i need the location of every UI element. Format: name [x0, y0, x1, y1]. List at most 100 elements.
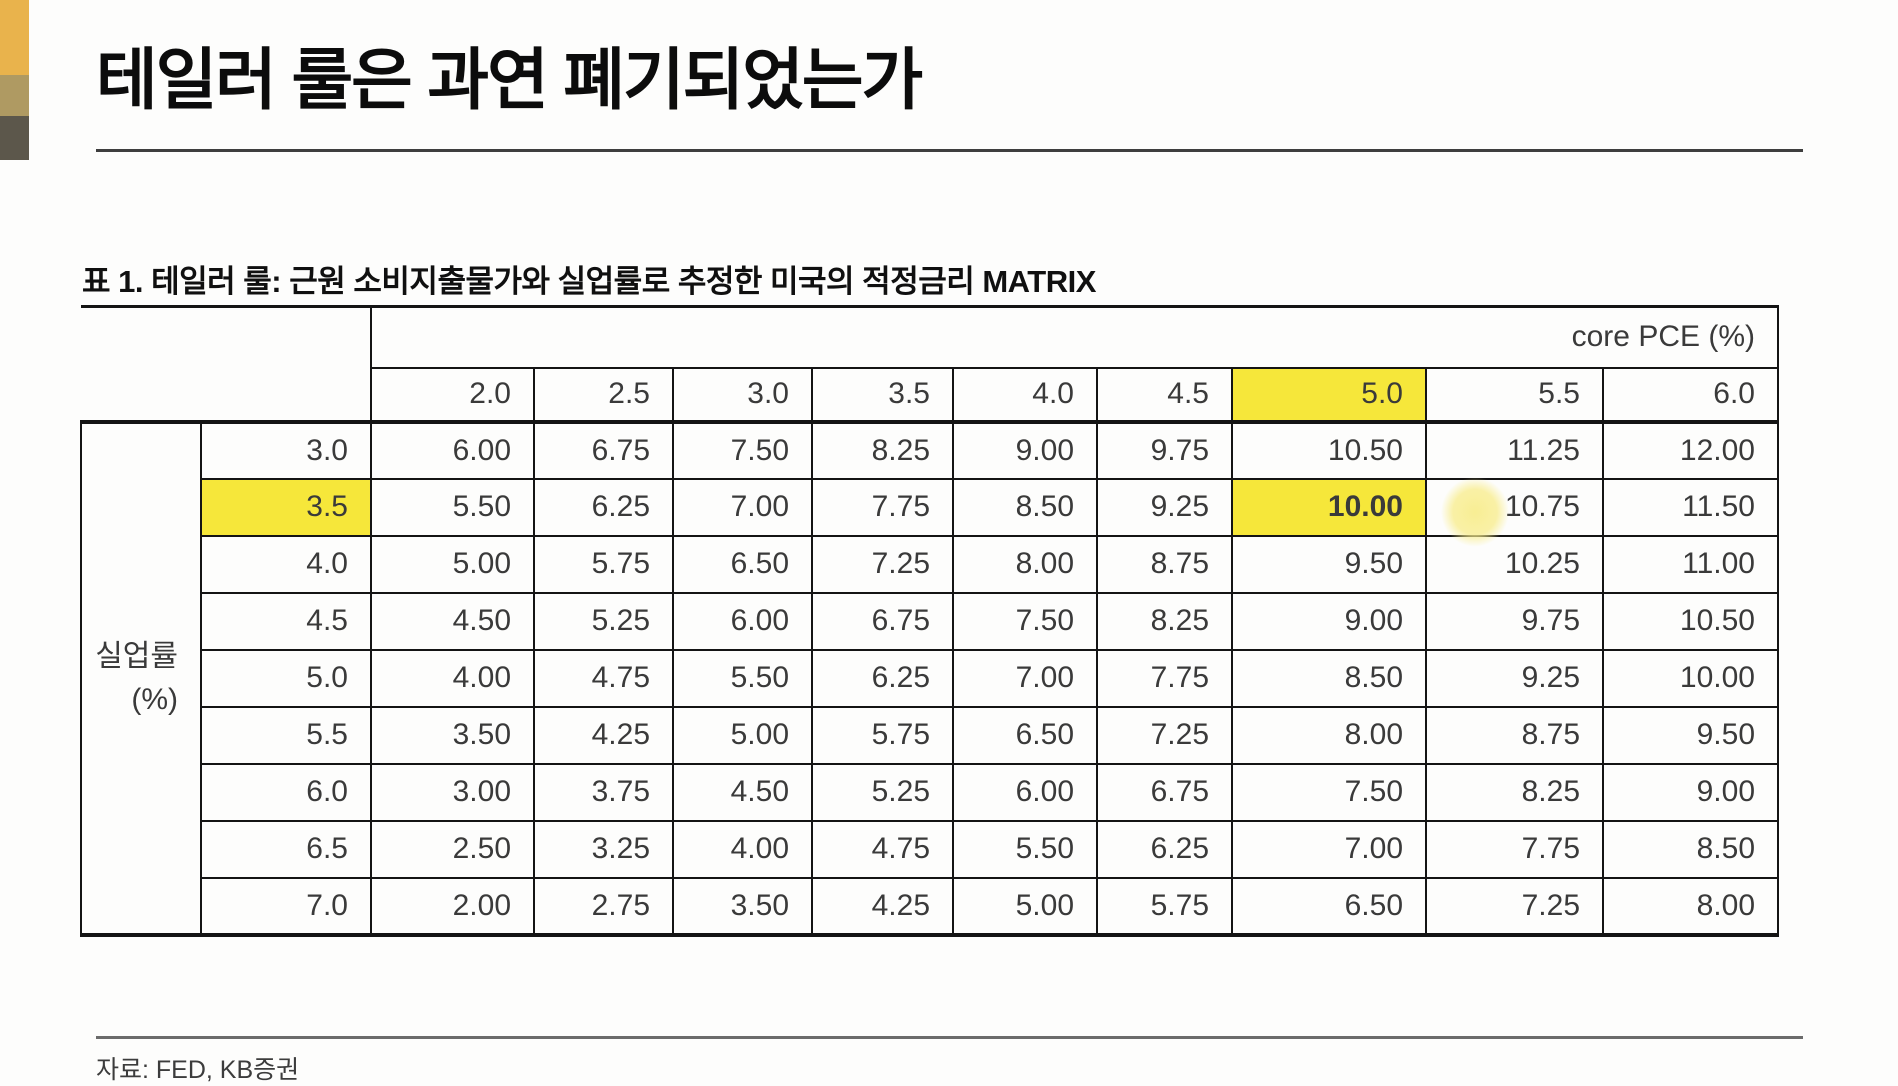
column-header-cell: 2.5 — [533, 366, 674, 424]
matrix-row: 6.0 3.00 3.75 4.50 5.25 6.00 6.75 7.50 8.25 9.00 — [81, 762, 1779, 822]
rate-matrix-table-wrap: core PCE (%) 2.0 2.5 3.0 3.5 4.0 4.5 5.0 5.5 6.0… — [80, 305, 1779, 937]
matrix-cell: 4.00 — [370, 648, 535, 708]
footer-divider — [96, 1036, 1803, 1039]
matrix-cell: 6.00 — [952, 762, 1098, 822]
matrix-cell: 4.50 — [370, 591, 535, 651]
matrix-cell: 3.00 — [370, 762, 535, 822]
matrix-cell: 7.00 — [1231, 819, 1427, 879]
row-header-cell: 4.5 — [200, 591, 372, 651]
matrix-cell: 11.50 — [1602, 477, 1779, 537]
accent-bar-segment-yellow — [0, 0, 29, 75]
matrix-cell: 5.75 — [811, 705, 954, 765]
matrix-cell: 7.25 — [1425, 876, 1604, 937]
matrix-cell: 2.50 — [370, 819, 535, 879]
accent-bar-segment-tan — [0, 75, 29, 116]
unemployment-group-label-line: 실업률 — [95, 639, 178, 673]
matrix-cell: 9.00 — [1231, 591, 1427, 651]
matrix-cell: 8.25 — [1096, 591, 1233, 651]
matrix-cell: 11.25 — [1425, 420, 1604, 480]
row-header-cell: 6.5 — [200, 819, 372, 879]
matrix-cell: 8.25 — [1425, 762, 1604, 822]
matrix-cell: 9.00 — [1602, 762, 1779, 822]
row-header-cell: 3.0 — [200, 420, 372, 480]
matrix-cell: 7.25 — [1096, 705, 1233, 765]
row-header-cell: 5.5 — [200, 705, 372, 765]
matrix-cell: 8.00 — [1602, 876, 1779, 937]
unemployment-group-label: 실업률 (%) — [80, 421, 202, 937]
matrix-cell: 2.75 — [533, 876, 674, 937]
matrix-cell: 8.50 — [1602, 819, 1779, 879]
matrix-cell: 4.75 — [811, 819, 954, 879]
matrix-cell: 6.50 — [1231, 876, 1427, 937]
matrix-cell: 6.25 — [533, 477, 674, 537]
column-header-cell: 4.5 — [1096, 366, 1233, 424]
matrix-cell: 8.50 — [952, 477, 1098, 537]
matrix-cell: 7.50 — [1231, 762, 1427, 822]
matrix-cell: 8.50 — [1231, 648, 1427, 708]
matrix-cell: 5.00 — [672, 705, 813, 765]
matrix-cell: 5.25 — [811, 762, 954, 822]
column-header-cell: 2.0 — [370, 366, 535, 424]
core-pce-group-row: core PCE (%) — [81, 305, 1779, 424]
matrix-cell: 7.25 — [811, 534, 954, 594]
matrix-cell: 4.25 — [533, 705, 674, 765]
title-divider — [96, 149, 1803, 152]
matrix-cell: 7.75 — [1096, 648, 1233, 708]
matrix-cell: 7.75 — [811, 477, 954, 537]
matrix-cell: 7.00 — [672, 477, 813, 537]
matrix-cell: 8.25 — [811, 420, 954, 480]
unemployment-group-label-line: (%) — [131, 683, 178, 716]
matrix-row: 5.0 4.00 4.75 5.50 6.25 7.00 7.75 8.50 9.25 10.00 — [81, 648, 1779, 708]
rate-matrix-table: core PCE (%) 2.0 2.5 3.0 3.5 4.0 4.5 5.0 5.5 6.0… — [80, 305, 1779, 937]
matrix-row: 4.5 4.50 5.25 6.00 6.75 7.50 8.25 9.00 9.75 10.50 — [81, 591, 1779, 651]
matrix-cell: 3.75 — [533, 762, 674, 822]
matrix-cell: 9.25 — [1425, 648, 1604, 708]
matrix-cell: 5.00 — [370, 534, 535, 594]
matrix-row: 7.0 2.00 2.75 3.50 4.25 5.00 5.75 6.50 7.25 8.00 — [81, 876, 1779, 937]
matrix-cell: 9.75 — [1096, 420, 1233, 480]
column-header-cell: 4.0 — [952, 366, 1098, 424]
matrix-cell: 3.50 — [672, 876, 813, 937]
matrix-cell: 6.75 — [1096, 762, 1233, 822]
row-header-cell: 6.0 — [200, 762, 372, 822]
row-header-cell: 3.5 — [200, 477, 372, 537]
column-header-cell: 3.5 — [811, 366, 954, 424]
matrix-cell: 5.75 — [533, 534, 674, 594]
matrix-cell: 5.50 — [370, 477, 535, 537]
matrix-cell: 2.00 — [370, 876, 535, 937]
matrix-cell: 5.50 — [952, 819, 1098, 879]
row-header-cell: 4.0 — [200, 534, 372, 594]
matrix-cell: 8.00 — [1231, 705, 1427, 765]
matrix-cell: 9.50 — [1602, 705, 1779, 765]
matrix-cell: 5.00 — [952, 876, 1098, 937]
matrix-cell: 8.75 — [1425, 705, 1604, 765]
matrix-cell: 6.75 — [811, 591, 954, 651]
row-header-cell: 7.0 — [200, 876, 372, 937]
matrix-cell: 4.25 — [811, 876, 954, 937]
matrix-cell: 5.50 — [672, 648, 813, 708]
matrix-cell: 6.00 — [672, 591, 813, 651]
matrix-row: 5.5 3.50 4.25 5.00 5.75 6.50 7.25 8.00 8.75 9.50 — [81, 705, 1779, 765]
core-pce-group-label: core PCE (%) — [370, 305, 1779, 369]
matrix-cell: 8.75 — [1096, 534, 1233, 594]
matrix-cell: 11.00 — [1602, 534, 1779, 594]
column-header-cell: 5.0 — [1231, 366, 1427, 424]
matrix-cell: 4.75 — [533, 648, 674, 708]
matrix-row: 6.5 2.50 3.25 4.00 4.75 5.50 6.25 7.00 7.75 8.50 — [81, 819, 1779, 879]
matrix-cell: 9.75 — [1425, 591, 1604, 651]
matrix-cell: 12.00 — [1602, 420, 1779, 480]
matrix-row: 3.5 5.50 6.25 7.00 7.75 8.50 9.25 10.00 10.75 11.… — [81, 477, 1779, 537]
accent-bar-segment-dark — [0, 116, 29, 160]
matrix-cell: 6.50 — [952, 705, 1098, 765]
matrix-cell: 8.00 — [952, 534, 1098, 594]
matrix-cell: 6.50 — [672, 534, 813, 594]
matrix-cell: 7.75 — [1425, 819, 1604, 879]
source-note: 자료: FED, KB증권 — [96, 1056, 300, 1084]
matrix-cell: 10.50 — [1602, 591, 1779, 651]
corner-blank-cell — [81, 305, 372, 424]
matrix-cell: 10.00 — [1231, 477, 1427, 537]
matrix-cell: 10.25 — [1425, 534, 1604, 594]
column-header-cell: 5.5 — [1425, 366, 1604, 424]
matrix-cell: 3.25 — [533, 819, 674, 879]
matrix-cell: 4.00 — [672, 819, 813, 879]
